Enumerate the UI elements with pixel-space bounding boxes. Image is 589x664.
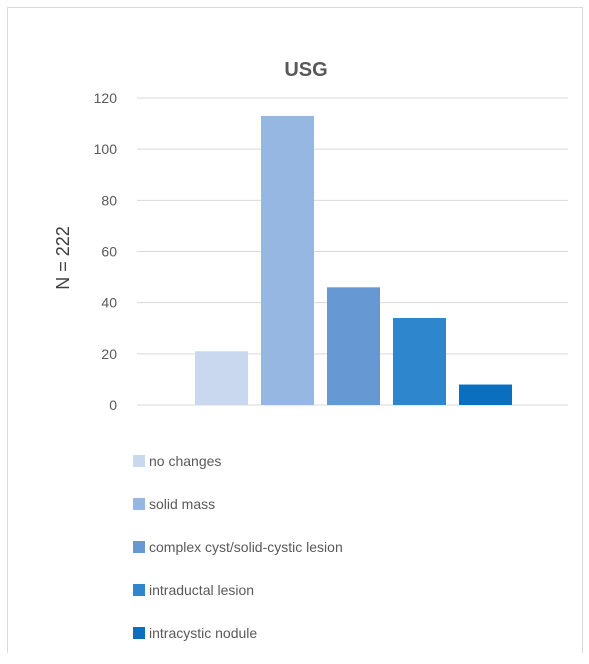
y-tick-label: 100 xyxy=(94,141,118,157)
chart-frame: USG N = 222 0 20 40 60 80 100 120 no changes so… xyxy=(7,7,583,653)
y-tick-label: 120 xyxy=(94,90,118,106)
bars xyxy=(195,116,512,405)
bar xyxy=(195,351,248,405)
legend-swatch xyxy=(133,455,145,467)
y-tick-label: 40 xyxy=(101,295,117,311)
bar-chart: USG N = 222 0 20 40 60 80 100 120 xyxy=(8,8,584,438)
legend: no changes solid mass complex cyst/solid-c… xyxy=(133,449,343,664)
legend-item: complex cyst/solid-cystic lesion xyxy=(133,535,343,559)
legend-label: solid mass xyxy=(149,496,215,512)
legend-swatch xyxy=(133,498,145,510)
legend-item: solid mass xyxy=(133,492,343,516)
y-tick-label: 80 xyxy=(101,192,117,208)
bar xyxy=(261,116,314,405)
legend-swatch xyxy=(133,584,145,596)
legend-label: intracystic nodule xyxy=(149,625,257,641)
bar xyxy=(459,385,512,405)
chart-title: USG xyxy=(284,59,327,81)
y-axis-label: N = 222 xyxy=(53,226,73,290)
bar xyxy=(393,318,446,405)
legend-swatch xyxy=(133,627,145,639)
legend-item: intraductal lesion xyxy=(133,578,343,602)
legend-item: no changes xyxy=(133,449,343,473)
legend-label: complex cyst/solid-cystic lesion xyxy=(149,539,343,555)
legend-swatch xyxy=(133,541,145,553)
y-tick-label: 60 xyxy=(101,244,117,260)
legend-label: intraductal lesion xyxy=(149,582,254,598)
legend-label: no changes xyxy=(149,453,221,469)
y-tick-label: 0 xyxy=(109,397,117,413)
bar xyxy=(327,287,380,405)
legend-item: intracystic nodule xyxy=(133,621,343,645)
y-tick-labels: 0 20 40 60 80 100 120 xyxy=(94,90,118,413)
y-tick-label: 20 xyxy=(101,346,117,362)
